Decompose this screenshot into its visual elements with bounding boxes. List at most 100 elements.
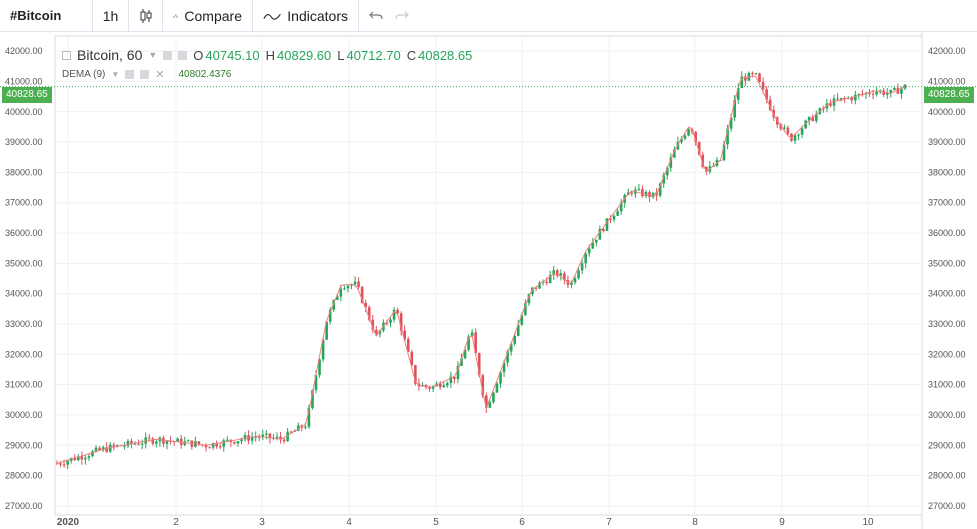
candle-body xyxy=(495,383,499,393)
candle-body xyxy=(296,425,300,431)
candle-body xyxy=(414,365,417,384)
candle-body xyxy=(903,84,907,89)
candle-body xyxy=(176,438,179,442)
collapse-legend-icon[interactable] xyxy=(62,50,71,60)
y-tick-label-right: 33000.00 xyxy=(928,319,966,329)
candle-body xyxy=(332,299,336,310)
candle-body xyxy=(705,166,708,172)
study-visibility-icon[interactable] xyxy=(125,70,135,79)
y-tick-label-left: 30000.00 xyxy=(5,410,43,420)
candle-body xyxy=(215,443,218,447)
candle-body xyxy=(513,335,517,344)
open-value: 40745.10 xyxy=(205,47,260,63)
interval-button[interactable]: 1h xyxy=(93,0,129,31)
candle-body xyxy=(399,313,403,331)
candle-body xyxy=(807,116,811,121)
x-tick-label: 2 xyxy=(173,517,179,528)
close-value: 40828.65 xyxy=(418,47,473,63)
candle-body xyxy=(591,242,595,249)
candle-body xyxy=(744,76,747,81)
candle-body xyxy=(314,375,318,391)
candle-body xyxy=(506,351,509,363)
study-value: 40802.4376 xyxy=(178,69,232,80)
high-label: H xyxy=(265,47,276,63)
candle-body xyxy=(130,440,133,444)
chart-type-button[interactable] xyxy=(129,0,163,31)
candle-body xyxy=(197,441,201,445)
price-chart[interactable]: 42000.00 42000.00 41000.00 41000.00 40000.00… xyxy=(0,32,977,529)
candle-body xyxy=(577,270,580,279)
candle-body xyxy=(587,248,591,254)
candle-body xyxy=(360,287,364,303)
candle-body xyxy=(250,436,254,441)
candle-body xyxy=(396,309,399,314)
candle-body xyxy=(378,330,382,334)
series-legend: Bitcoin, 60 ▼ O 40745.10 H 40829.60 L 40712… xyxy=(62,47,472,63)
candle-body xyxy=(605,218,609,231)
y-tick-label-right: 39000.00 xyxy=(928,137,966,147)
study-remove-icon[interactable]: ✕ xyxy=(155,69,165,81)
y-tick-label-left: 38000.00 xyxy=(5,167,43,177)
x-tick-label: 2020 xyxy=(57,517,80,528)
candle-body xyxy=(84,457,87,460)
candle-body xyxy=(694,131,697,142)
candle-body xyxy=(453,376,456,379)
undo-icon[interactable] xyxy=(369,9,383,23)
settings-icon[interactable] xyxy=(178,50,188,60)
y-tick-label-left: 34000.00 xyxy=(5,289,43,299)
candle-body xyxy=(896,87,900,94)
candle-body xyxy=(481,375,485,396)
dropdown-icon[interactable]: ▼ xyxy=(148,50,158,60)
compare-icon xyxy=(173,13,179,18)
candle-body xyxy=(474,332,477,354)
candle-body xyxy=(233,441,236,444)
undo-redo-group xyxy=(359,0,419,31)
compare-button[interactable]: Compare xyxy=(163,0,253,31)
candle-body xyxy=(524,303,527,315)
candle-body xyxy=(183,441,187,445)
candle-body xyxy=(843,98,846,100)
candle-body xyxy=(829,103,832,106)
candlestick-icon xyxy=(140,8,151,23)
redo-icon[interactable] xyxy=(395,9,409,23)
candle-body xyxy=(651,192,655,198)
candle-body xyxy=(186,440,190,442)
candle-body xyxy=(871,93,875,95)
study-settings-icon[interactable] xyxy=(140,70,150,79)
candle-body xyxy=(357,281,360,288)
candle-body xyxy=(868,92,871,94)
candle-body xyxy=(630,192,634,194)
candle-body xyxy=(282,439,286,442)
candle-body xyxy=(98,447,101,451)
y-tick-label-right: 41000.00 xyxy=(928,76,966,86)
x-tick-label: 4 xyxy=(346,517,352,528)
candle-body xyxy=(570,282,573,285)
symbol-button[interactable]: #Bitcoin xyxy=(0,0,93,31)
candle-body xyxy=(289,431,293,433)
visibility-icon[interactable] xyxy=(163,50,173,60)
candle-body xyxy=(836,98,839,100)
study-name: DEMA (9) xyxy=(62,69,106,80)
y-tick-label-right: 30000.00 xyxy=(928,410,966,420)
candle-body xyxy=(442,385,446,388)
plot-frame xyxy=(54,35,923,516)
y-tick-label-right: 40000.00 xyxy=(928,107,966,117)
dema-line xyxy=(56,75,906,464)
candle-body xyxy=(729,117,733,129)
candle-body xyxy=(460,358,463,366)
candle-body xyxy=(616,211,619,216)
candle-body xyxy=(765,89,768,100)
candle-body xyxy=(94,447,98,452)
candle-body xyxy=(364,302,367,308)
candle-body xyxy=(683,135,687,139)
indicators-button[interactable]: Indicators xyxy=(253,0,359,31)
candle-body xyxy=(116,445,119,447)
candle-body xyxy=(680,138,683,143)
candle-body xyxy=(559,273,563,276)
low-label: L xyxy=(337,47,345,63)
candle-body xyxy=(123,445,126,447)
y-tick-label-right: 36000.00 xyxy=(928,228,966,238)
candle-body xyxy=(516,324,520,336)
candle-body xyxy=(91,451,94,457)
study-dropdown-icon[interactable]: ▼ xyxy=(111,70,120,79)
